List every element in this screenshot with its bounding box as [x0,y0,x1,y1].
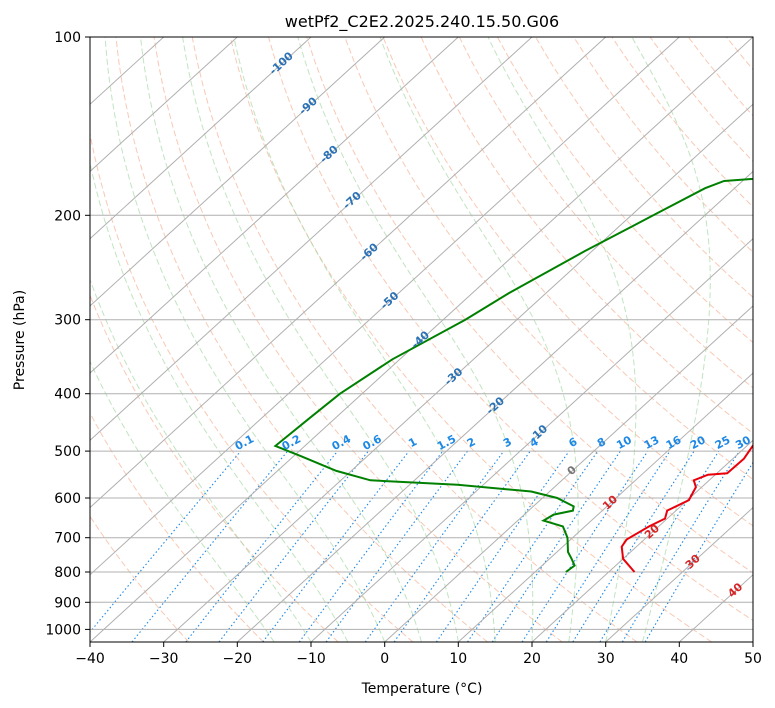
dry-adiabat-line [191,37,638,642]
y-tick-label: 700 [54,531,81,547]
y-axis-title: Pressure (hPa) [12,290,28,390]
isotherm-line [90,37,459,374]
isotherm-line [90,37,753,642]
y-tick-label: 1000 [45,622,81,638]
moist-adiabat-line [104,37,386,642]
dry-adiabat-line [153,37,563,642]
mixing-ratio-label: 16 [664,433,684,452]
dry-adiabat-line [115,37,488,642]
mixing-ratio-line [131,450,289,642]
mixing-ratio-line [185,450,339,642]
mixing-ratio-line [435,450,570,642]
y-tick-label: 200 [54,208,81,224]
x-tick-label: 0 [380,651,389,667]
moist-adiabat-line [90,360,275,642]
y-tick-label: 400 [54,387,81,403]
x-axis-title: Temperature (°C) [361,681,483,697]
isotherm-line [310,237,753,642]
dry-adiabat-line [90,412,264,642]
mixing-ratio-line [364,450,505,642]
isotherm-line [605,506,753,642]
dry-adiabat-line [268,37,753,622]
x-tick-label: 20 [523,651,541,667]
isotherm-line [90,37,680,576]
y-tick-label: 500 [54,444,81,460]
mixing-ratio-line [90,450,242,633]
mixing-ratio-label: 25 [713,433,733,452]
isotherm-line [457,372,753,642]
chart-title: wetPf2_C2E2.2025.240.15.50.G06 [285,12,559,32]
isotherm-line [90,37,238,173]
isotherm-line [90,37,533,442]
mixing-ratio-line [467,450,599,642]
isotherm-line [90,37,607,509]
mixing-ratio-label: 20 [688,433,708,452]
profile-lines [273,177,753,573]
dry-adiabat-line [90,293,339,642]
y-tick-label: 900 [54,595,81,611]
isotherm-line [90,37,386,307]
mixing-ratio-label: 10 [614,433,634,452]
y-tick-label: 800 [54,565,81,581]
moist-adiabat-line [233,37,496,642]
dry-adiabat-line [90,515,190,642]
moist-adiabat-line [379,37,579,642]
isotherm-line [531,439,753,642]
mixing-ratio-line [325,450,468,642]
isotherm-line [236,170,753,642]
dry-adiabat-line [306,37,753,574]
isotherm-line [90,37,312,240]
mixing-ratio-line [521,450,649,642]
y-tick-label: 100 [54,30,81,46]
y-tick-label: 600 [54,491,81,507]
mixing-ratio-line [262,450,410,642]
axes: −40 −30 −20 −10 0 10 20 30 40 50 100 200 300 400 500 60… [45,30,762,667]
x-tick-label: −40 [75,651,105,667]
mixing-ratio-label: 13 [642,433,662,452]
background-lines [90,37,753,642]
dewpoint-line [273,177,753,573]
x-tick-label: 50 [744,651,762,667]
moist-adiabat-line [487,37,637,642]
mixing-ratio-line [621,450,740,642]
mixing-ratio-line [545,450,671,642]
mixing-ratio-label: 30 [733,433,753,452]
dry-adiabat-line [496,37,753,344]
x-tick-label: −30 [149,651,179,667]
moist-adiabat-line [90,160,349,642]
x-tick-label: −20 [223,651,253,667]
isotherm-line [384,305,753,642]
y-tick-label: 300 [54,313,81,329]
moist-adiabat-line [139,37,422,642]
moist-adiabat-line [297,37,534,642]
mixing-ratio-line [491,450,621,642]
x-tick-label: 30 [597,651,615,667]
mixing-ratio-line [572,450,695,642]
isotherm-line [163,103,753,642]
dry-adiabat-line [458,37,753,389]
dry-adiabat-line [535,37,753,298]
x-tick-label: 40 [670,651,688,667]
x-tick-label: 10 [449,651,467,667]
plot-frame [89,36,754,643]
x-tick-label: −10 [296,651,326,667]
mixing-ratio-line [298,450,444,642]
moist-adiabat-line [182,37,459,642]
temperature-line [620,443,753,573]
